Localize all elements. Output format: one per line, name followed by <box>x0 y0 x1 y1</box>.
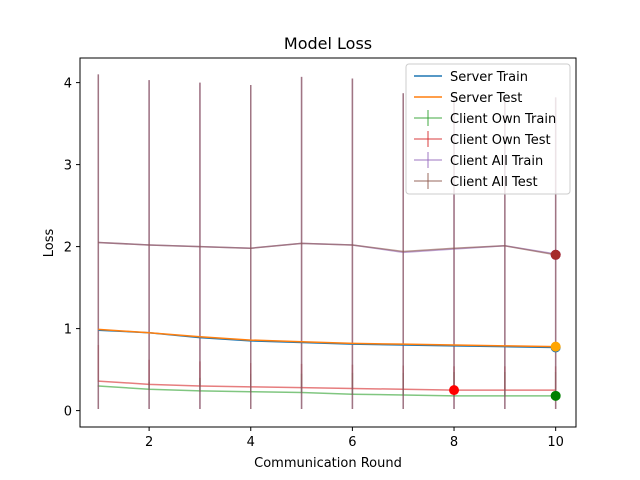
series-line <box>98 328 556 348</box>
legend-item: Client Own Train <box>414 110 556 127</box>
x-tick-label: 8 <box>450 435 458 450</box>
legend-label: Client Own Test <box>450 133 551 148</box>
y-tick-label: 3 <box>64 159 72 174</box>
legend-label: Client All Test <box>450 175 538 190</box>
legend-label: Client All Train <box>450 154 543 169</box>
x-axis: 2 4 6 8 10 <box>145 427 564 450</box>
y-axis: 0 1 2 3 4 <box>64 77 80 420</box>
y-tick-label: 0 <box>64 405 72 420</box>
plot-frame <box>79 57 577 428</box>
highlight-marker <box>550 249 561 260</box>
series-line <box>98 241 556 256</box>
legend-item: Client All Train <box>414 152 543 169</box>
legend-item: Client Own Test <box>414 131 551 148</box>
x-tick-label: 4 <box>247 435 255 450</box>
y-tick-label: 4 <box>64 77 72 92</box>
highlight-marker <box>550 341 561 352</box>
x-tick-label: 6 <box>348 435 356 450</box>
legend-item: Server Train <box>414 70 528 85</box>
legend-item: Client All Test <box>414 173 538 190</box>
series-server-test <box>98 328 556 348</box>
x-axis-label: Communication Round <box>254 456 402 471</box>
legend-label: Client Own Train <box>450 112 556 127</box>
x-tick-label: 2 <box>145 435 153 450</box>
chart-title: Model Loss <box>284 34 372 53</box>
y-tick-label: 1 <box>64 323 72 338</box>
series-line <box>98 385 556 397</box>
legend: Server Train Server Test Client Own Train C… <box>405 63 571 195</box>
y-tick-label: 2 <box>64 241 72 256</box>
legend-frame <box>405 63 571 195</box>
legend-item: Server Test <box>414 91 522 106</box>
highlight-marker <box>449 385 460 396</box>
highlight-marker <box>550 390 561 401</box>
series-line <box>98 380 556 391</box>
legend-label: Server Train <box>450 70 528 85</box>
x-tick-label: 10 <box>547 435 564 450</box>
legend-label: Server Test <box>450 91 522 106</box>
y-axis-label: Loss <box>42 229 57 258</box>
